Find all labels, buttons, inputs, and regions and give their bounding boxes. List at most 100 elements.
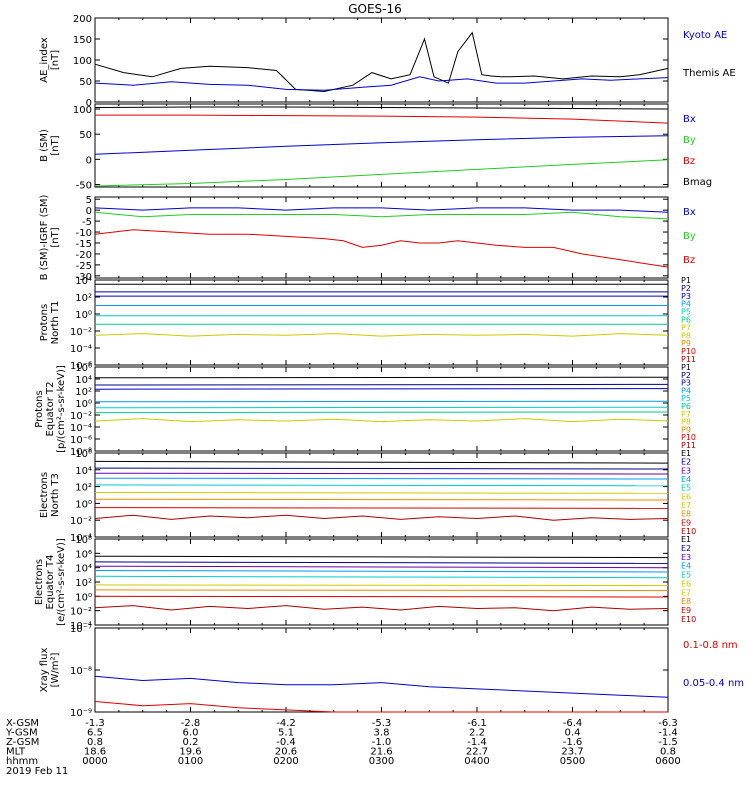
y-axis-label: North T3 — [50, 473, 61, 517]
ephemeris-value: 0600 — [655, 756, 680, 767]
ephemeris-value: 0.8 — [660, 747, 676, 758]
y-tick-label: -25 — [76, 261, 92, 272]
legend-bx: Bx — [683, 207, 696, 218]
legend-bz: Bz — [683, 255, 695, 266]
series-e4 — [94, 477, 669, 480]
legend-p1: P1 — [681, 276, 691, 285]
legend-e1: E1 — [681, 535, 691, 544]
legend-e2: E2 — [681, 458, 691, 467]
ephemeris-value: -1.4 — [658, 728, 678, 739]
y-tick-label: 5 — [86, 195, 92, 206]
y-tick-label: 50 — [79, 77, 92, 88]
panel-xray: 10⁻⁷ 10⁻⁸ 10⁻⁹ Xray flux [W/m²] 0.1-0.8 nm 0.0… — [39, 624, 744, 719]
series-p7 — [94, 418, 669, 423]
ephemeris-value: 3.8 — [374, 728, 390, 739]
legend-p1: P1 — [681, 363, 691, 372]
y-tick-label: 0 — [86, 155, 92, 166]
legend-p6: P6 — [681, 316, 691, 325]
legend-p9: P9 — [681, 339, 691, 348]
y-tick-label: 10⁻⁶ — [70, 361, 92, 372]
y-axis-label: B (SM)-IGRF (SM) — [39, 195, 50, 281]
y-tick-label: 10² — [75, 483, 92, 494]
series-by — [94, 159, 669, 187]
ephemeris-value: 6.5 — [87, 728, 103, 739]
series-p6 — [94, 411, 669, 414]
y-tick-label: 10² — [75, 293, 92, 304]
ephemeris-row-label: Z-GSM — [6, 737, 39, 748]
panel-electrons_t4: 10⁸ 10⁶ 10⁴ 10² 10⁰ 10⁻² 10⁻⁴ Electrons Equator … — [34, 535, 696, 632]
legend-p3: P3 — [681, 379, 691, 388]
y-axis-label: [e/(cm²-s-sr-keV)] — [56, 538, 67, 626]
panel-frame — [94, 279, 669, 366]
legend-0-05-0-4-nm: 0.05-0.4 nm — [683, 678, 744, 689]
series-themis-ae — [94, 31, 669, 93]
legend-e7: E7 — [681, 501, 691, 510]
y-tick-label: 10⁻⁴ — [70, 344, 92, 355]
legend-e3: E3 — [681, 466, 691, 475]
y-axis-label: AE_index — [39, 37, 50, 83]
legend-e4: E4 — [681, 562, 691, 571]
legend-p7: P7 — [681, 410, 691, 419]
series-e8 — [94, 595, 669, 598]
ephemeris-value: 5.1 — [278, 728, 294, 739]
plot-title: GOES-16 — [348, 2, 402, 16]
y-tick-label: -15 — [76, 239, 92, 250]
y-tick-label: 10⁻² — [70, 516, 92, 527]
series-e6 — [94, 492, 669, 494]
legend-e6: E6 — [681, 579, 691, 588]
ephemeris-value: 0400 — [464, 756, 489, 767]
series-kyoto-ae — [94, 76, 669, 91]
y-tick-label: 10⁶ — [75, 449, 92, 460]
y-tick-label: 150 — [73, 35, 92, 46]
y-tick-label: 10⁰ — [75, 592, 92, 603]
y-tick-label: 10⁻⁶ — [70, 435, 92, 446]
ephemeris-value: 0.8 — [87, 737, 103, 748]
ephemeris-value: 0100 — [178, 756, 203, 767]
y-tick-label: 100 — [73, 56, 92, 67]
y-tick-label: 10⁻² — [70, 327, 92, 338]
legend-e6: E6 — [681, 492, 691, 501]
y-tick-label: -10 — [76, 228, 92, 239]
legend-p5: P5 — [681, 394, 691, 403]
ephemeris-row-label: hhmm — [6, 756, 38, 767]
y-tick-label: 10⁴ — [75, 375, 92, 386]
legend-p4: P4 — [681, 386, 691, 395]
legend-e5: E5 — [681, 484, 691, 493]
series-e8 — [94, 507, 669, 509]
legend-e10: E10 — [681, 615, 696, 624]
legend-p5: P5 — [681, 308, 691, 317]
legend-by: By — [683, 231, 696, 242]
series-p2 — [94, 383, 669, 386]
y-axis-label: [nT] — [50, 50, 61, 70]
y-tick-label: 10⁰ — [75, 399, 92, 410]
legend-0-1-0-8-nm: 0.1-0.8 nm — [683, 640, 738, 651]
y-tick-label: 10⁶ — [75, 549, 92, 560]
y-axis-label: Equator T4 — [45, 555, 56, 610]
ephemeris-value: -2.8 — [181, 718, 201, 729]
series-e5 — [94, 575, 669, 579]
y-axis-label: Electrons — [34, 559, 45, 605]
ephemeris-value: 19.6 — [179, 747, 201, 758]
y-tick-label: 10⁰ — [75, 310, 92, 321]
series-e5 — [94, 484, 669, 487]
panel-ae: 200 150 100 50 0 AE_index [nT] Kyoto AE Themis A… — [39, 14, 736, 109]
legend-p6: P6 — [681, 402, 691, 411]
y-tick-label: 100 — [73, 105, 92, 116]
y-axis-label: [p/(cm²-s-sr-keV)] — [56, 365, 67, 453]
series-e7 — [94, 498, 669, 501]
legend-p10: P10 — [681, 347, 696, 356]
panel-bsm: 100 50 0 -50 B (SM) [nT] Bx By Bz Bmag — [39, 103, 712, 191]
y-axis-label: [nT] — [50, 135, 61, 155]
panel-frame — [94, 366, 669, 452]
ephemeris-value: 0200 — [273, 756, 298, 767]
legend-p7: P7 — [681, 323, 691, 332]
y-tick-label: 10⁻² — [70, 607, 92, 618]
y-tick-label: 0 — [86, 206, 92, 217]
series-e3 — [94, 472, 669, 475]
ephemeris-value: -1.4 — [467, 737, 487, 748]
series-e1 — [94, 555, 669, 559]
ephemeris-value: -1.6 — [563, 737, 583, 748]
